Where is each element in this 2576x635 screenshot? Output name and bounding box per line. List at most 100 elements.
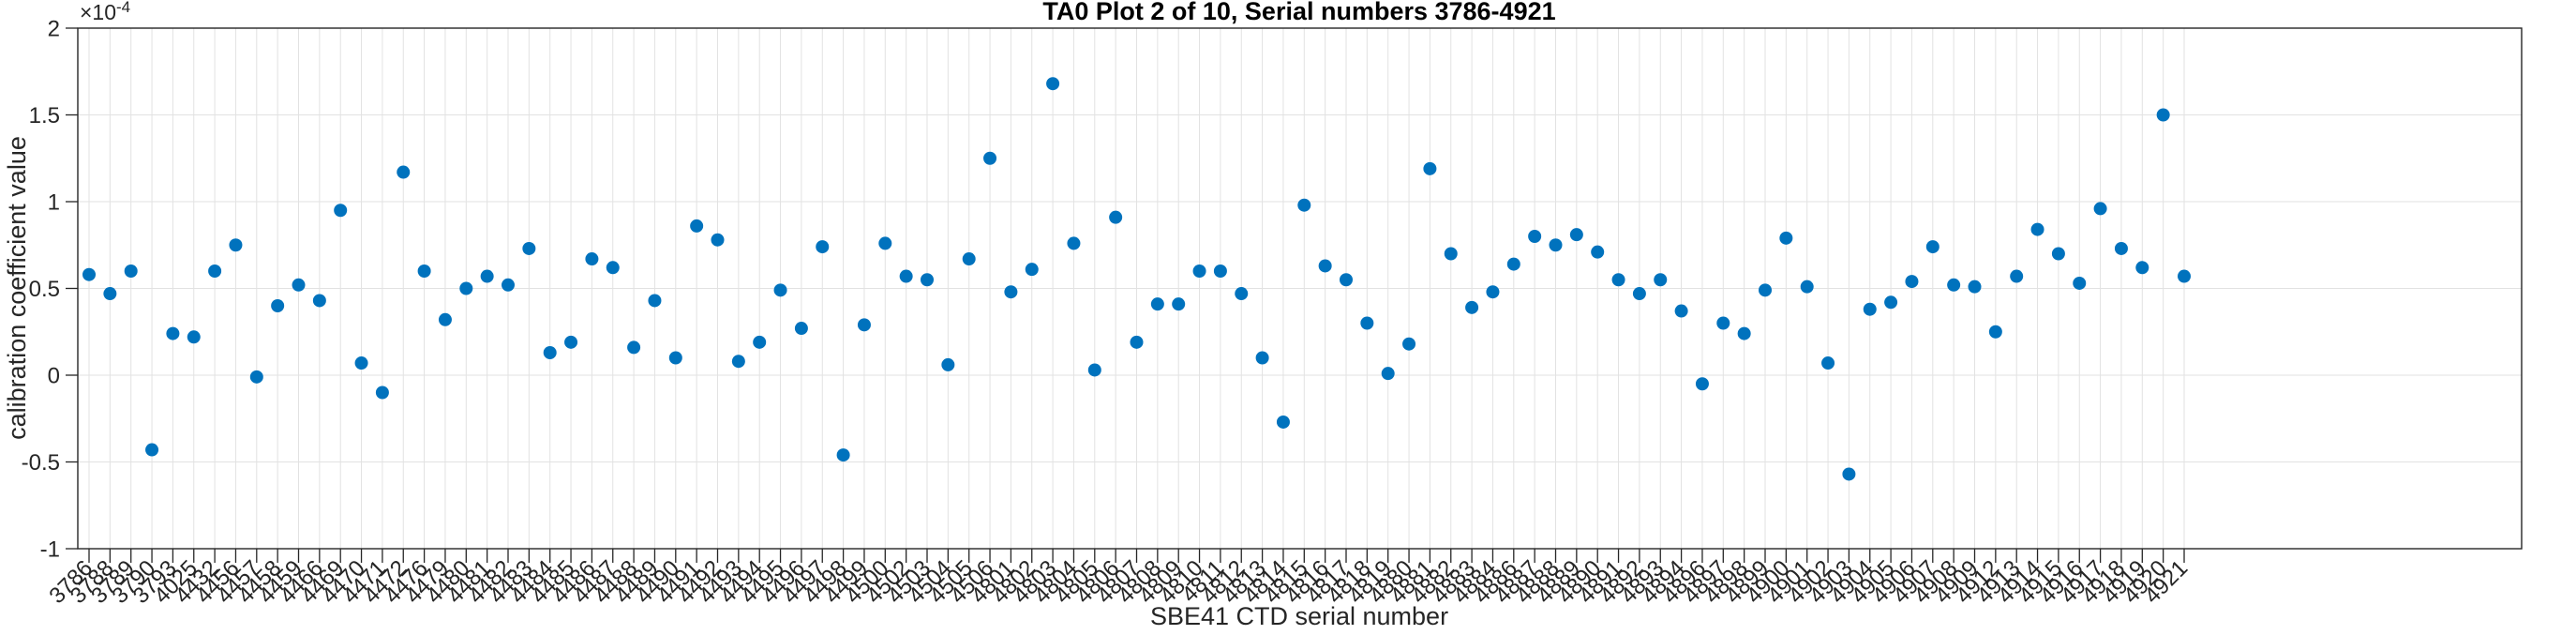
data-point — [438, 312, 452, 326]
data-point — [878, 236, 892, 250]
data-point — [1632, 287, 1646, 301]
data-point — [82, 267, 96, 281]
y-axis-multiplier: ×10-4 — [80, 0, 130, 24]
data-point — [1130, 335, 1144, 349]
y-tick-labels: -1 -0.5 0 0.5 1 1.5 2 — [22, 16, 60, 562]
y-tick-label: -0.5 — [22, 450, 60, 476]
y-tick-label: 0 — [48, 363, 60, 388]
data-point — [1591, 245, 1605, 259]
data-point — [292, 278, 306, 292]
data-point — [1172, 297, 1186, 311]
data-point — [1988, 325, 2002, 339]
y-tick-label: 1 — [48, 189, 60, 215]
data-point — [354, 356, 368, 370]
data-point — [1109, 210, 1123, 224]
data-point — [543, 345, 557, 359]
data-point — [1486, 285, 1500, 299]
data-point — [1925, 240, 1939, 254]
data-point — [627, 340, 641, 355]
data-point — [1423, 161, 1437, 175]
data-point — [816, 240, 830, 254]
data-point — [124, 265, 138, 278]
data-point — [1947, 278, 1961, 292]
data-point — [585, 252, 599, 266]
data-point — [1046, 77, 1060, 91]
data-point — [1654, 273, 1668, 287]
data-point — [1192, 265, 1206, 278]
data-point — [2093, 202, 2107, 216]
data-point — [962, 252, 976, 266]
data-point — [606, 261, 620, 275]
data-point — [1025, 263, 1039, 277]
data-point — [921, 273, 934, 287]
gridlines — [78, 28, 2522, 549]
data-point — [1884, 295, 1898, 310]
data-point — [417, 265, 431, 278]
data-point — [1402, 337, 1416, 351]
data-point — [899, 269, 913, 283]
data-point — [2156, 108, 2170, 122]
data-point — [1235, 287, 1249, 301]
data-point — [1150, 297, 1164, 311]
data-point — [1569, 228, 1583, 242]
x-axis-label: SBE41 CTD serial number — [1150, 602, 1448, 630]
y-axis-label: calibration coefficient value — [3, 136, 31, 440]
data-point — [1444, 247, 1458, 261]
data-point — [208, 265, 222, 278]
data-point — [1528, 230, 1542, 243]
data-point — [690, 219, 704, 233]
data-point — [794, 322, 808, 336]
data-point — [1087, 363, 1101, 377]
data-point — [103, 287, 117, 301]
data-point — [1549, 238, 1563, 252]
data-point — [773, 283, 787, 297]
data-point — [1716, 316, 1730, 330]
data-point — [1004, 285, 1018, 299]
data-point — [1674, 304, 1688, 318]
data-point — [1360, 316, 1374, 330]
data-point — [1276, 415, 1290, 429]
data-point — [375, 386, 389, 400]
data-point — [668, 351, 682, 365]
data-point — [1213, 265, 1227, 278]
data-point — [334, 204, 348, 218]
data-point — [502, 278, 515, 292]
data-point — [187, 330, 201, 344]
data-point — [731, 355, 745, 369]
data-point — [564, 335, 578, 349]
data-point — [522, 241, 536, 255]
data-point — [1465, 300, 1479, 314]
data-point — [1297, 198, 1311, 212]
y-tick-label: 1.5 — [29, 103, 60, 129]
data-point — [836, 448, 850, 462]
data-point — [711, 233, 725, 247]
data-point — [2010, 269, 2024, 283]
data-point — [1067, 236, 1081, 250]
data-point — [397, 165, 411, 179]
data-point — [229, 238, 243, 252]
data-point — [1759, 283, 1772, 297]
data-point — [2178, 269, 2191, 283]
data-point — [2030, 222, 2044, 236]
data-point — [1968, 280, 1982, 294]
data-point — [1381, 367, 1395, 381]
data-point — [2073, 276, 2087, 290]
data-point — [1905, 275, 1919, 289]
data-point — [857, 318, 871, 332]
data-point — [1821, 356, 1835, 370]
data-point — [2114, 241, 2128, 255]
axes — [66, 27, 2523, 563]
data-point — [983, 151, 997, 165]
data-point — [1842, 467, 1856, 481]
y-tick-label: 2 — [48, 16, 60, 41]
data-point — [2135, 261, 2149, 275]
data-point — [1611, 273, 1625, 287]
data-point — [2051, 247, 2065, 261]
data-point — [1779, 231, 1793, 245]
data-point — [1255, 351, 1269, 365]
y-tick-label: 0.5 — [29, 277, 60, 302]
x-tick-labels: 3786378837893790379340254432445644574458… — [44, 555, 2193, 609]
data-point — [312, 294, 326, 308]
data-point — [1737, 326, 1751, 340]
